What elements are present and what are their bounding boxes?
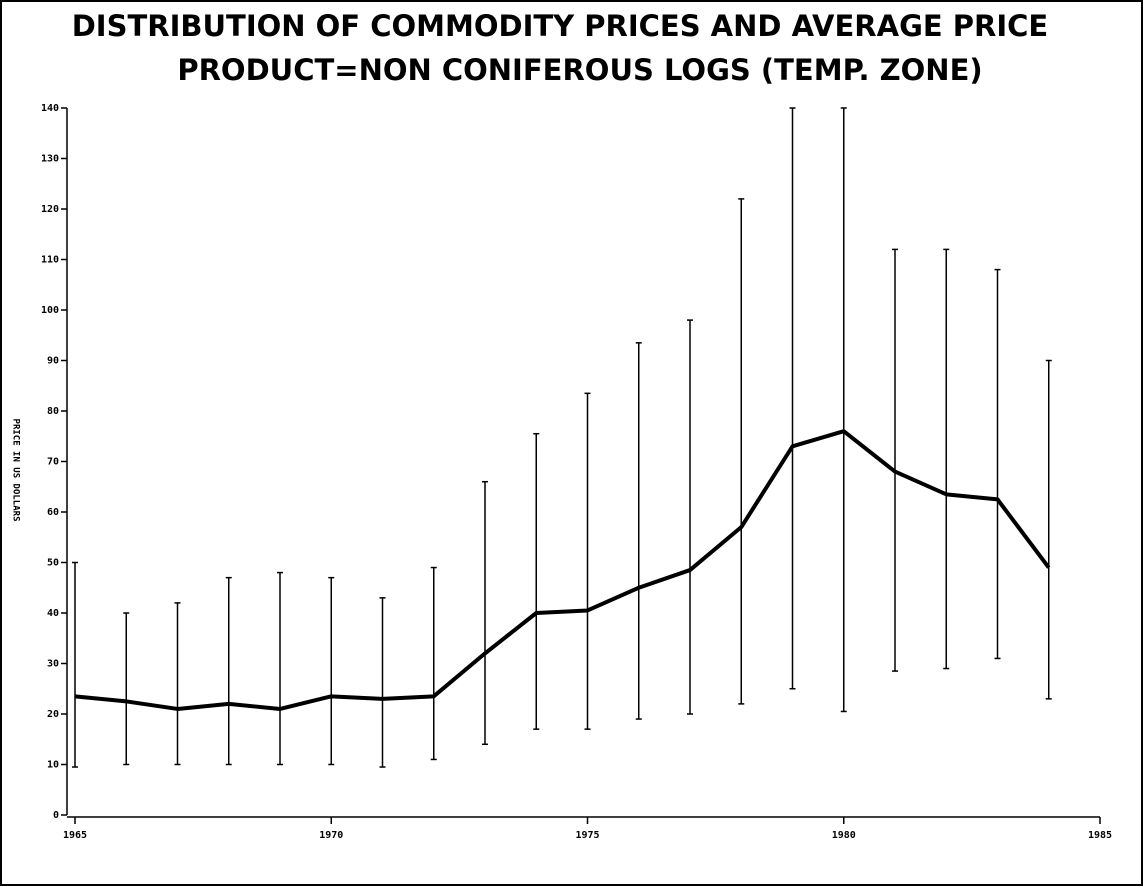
y-axis-label: PRICE IN US DOLLARS <box>11 419 21 522</box>
y-tick-label: 50 <box>47 558 59 569</box>
y-tick-label: 10 <box>47 760 59 771</box>
y-tick-label: 0 <box>53 810 59 821</box>
y-tick-label: 120 <box>41 204 59 215</box>
x-tick-label: 1980 <box>832 830 856 841</box>
y-tick-label: 80 <box>47 406 59 417</box>
x-tick-label: 1965 <box>63 830 87 841</box>
y-tick-label: 90 <box>47 356 59 367</box>
y-tick-label: 140 <box>41 103 59 114</box>
y-tick-label: 40 <box>47 608 59 619</box>
chart-subtitle: PRODUCT=NON CONIFEROUS LOGS (TEMP. ZONE) <box>177 53 982 87</box>
chart-title: DISTRIBUTION OF COMMODITY PRICES AND AVE… <box>72 9 1049 43</box>
y-tick-label: 130 <box>41 154 59 165</box>
x-tick-label: 1970 <box>319 830 343 841</box>
y-tick-label: 70 <box>47 457 59 468</box>
y-tick-label: 60 <box>47 507 59 518</box>
y-tick-label: 110 <box>41 255 59 266</box>
average-line <box>74 429 1051 711</box>
y-tick-label: 100 <box>41 305 59 316</box>
y-tick-label: 20 <box>47 709 59 720</box>
x-tick-label: 1975 <box>575 830 599 841</box>
x-tick-label: 1985 <box>1088 830 1112 841</box>
y-tick-label: 30 <box>47 659 59 670</box>
